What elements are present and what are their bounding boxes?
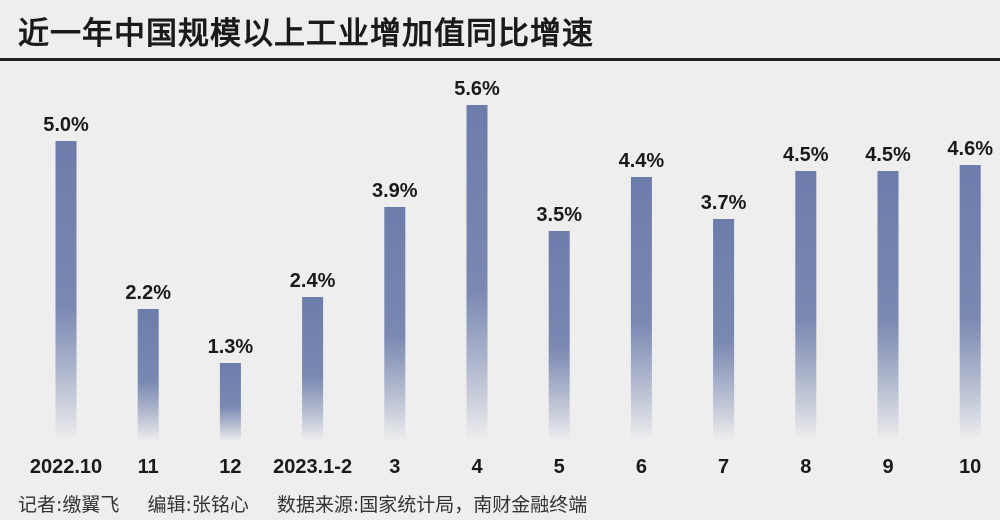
value-label: 5.6% xyxy=(454,78,500,100)
editor-credit: 编辑:张铭心 xyxy=(147,494,249,516)
value-label: 3.7% xyxy=(701,192,747,214)
value-label: 2.4% xyxy=(290,270,336,292)
bar-3 xyxy=(384,207,406,441)
category-label: 4 xyxy=(471,456,483,478)
bar-2023.1-2 xyxy=(302,297,324,441)
data-source: 数据来源:国家统计局，南财金融终端 xyxy=(276,494,588,516)
bar-chart: 5.0% 2.2% 1.3% 2.4% 3.9% 5.6% 3.5% 4.4% 3.7% 4.5%… xyxy=(30,78,993,478)
bar-9 xyxy=(877,171,899,441)
category-label: 2023.1-2 xyxy=(273,456,352,478)
value-label: 2.2% xyxy=(125,282,171,304)
bar-4 xyxy=(466,105,488,441)
category-label: 10 xyxy=(959,456,981,478)
category-label: 12 xyxy=(219,456,241,478)
reporter-credit: 记者:缴翼飞 xyxy=(18,494,120,516)
category-label: 6 xyxy=(636,456,647,478)
chart-title: 近一年中国规模以上工业增加值同比增速 xyxy=(18,16,594,52)
value-label: 4.5% xyxy=(783,144,829,166)
category-label: 2022.10 xyxy=(30,456,102,478)
title-divider xyxy=(0,58,1000,61)
value-label: 3.9% xyxy=(372,180,418,202)
bar-2022.10 xyxy=(55,141,77,441)
value-label: 4.4% xyxy=(619,150,665,172)
bar-8 xyxy=(795,171,817,441)
value-label: 1.3% xyxy=(208,336,254,358)
bar-7 xyxy=(713,219,735,441)
category-label: 11 xyxy=(138,456,159,478)
footer-credits: 记者:缴翼飞 编辑:张铭心 数据来源:国家统计局，南财金融终端 xyxy=(18,490,609,517)
value-label: 4.5% xyxy=(865,144,911,166)
value-labels-layer: 5.0% 2.2% 1.3% 2.4% 3.9% 5.6% 3.5% 4.4% 3.7% 4.5%… xyxy=(43,78,993,358)
bar-10 xyxy=(959,165,981,441)
bar-11 xyxy=(137,309,159,441)
bar-12 xyxy=(219,363,241,441)
category-label: 8 xyxy=(800,456,811,478)
bars-layer xyxy=(55,105,981,441)
category-labels-layer: 2022.10 11 12 2023.1-2 3 4 5 6 7 8 9 10 xyxy=(30,456,981,478)
category-label: 7 xyxy=(718,456,729,478)
value-label: 5.0% xyxy=(43,114,89,136)
bar-5 xyxy=(548,231,570,441)
category-label: 9 xyxy=(882,456,893,478)
category-label: 3 xyxy=(389,456,400,478)
value-label: 3.5% xyxy=(536,204,582,226)
value-label: 4.6% xyxy=(947,138,993,160)
category-label: 5 xyxy=(554,456,565,478)
bar-6 xyxy=(630,177,652,441)
